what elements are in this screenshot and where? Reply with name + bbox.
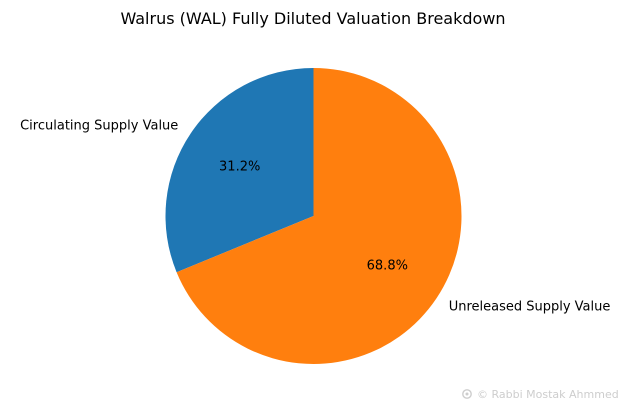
pie-labels: Circulating Supply Value 31.2% Unreleased … <box>20 118 610 314</box>
pie-slices <box>165 68 462 365</box>
watermark-text: © Rabbi Mostak Ahmmed <box>477 388 619 401</box>
pie-slice <box>165 68 314 273</box>
watermark: © Rabbi Mostak Ahmmed <box>462 388 619 401</box>
slice-percent-label: 31.2% <box>219 160 260 175</box>
slice-percent-label: 68.8% <box>367 259 408 274</box>
gear-icon <box>462 389 472 399</box>
chart-title: Walrus (WAL) Fully Diluted Valuation Bre… <box>120 9 505 28</box>
slice-label: Unreleased Supply Value <box>449 300 611 315</box>
pie-slice <box>176 68 462 365</box>
slice-label: Circulating Supply Value <box>20 118 178 133</box>
